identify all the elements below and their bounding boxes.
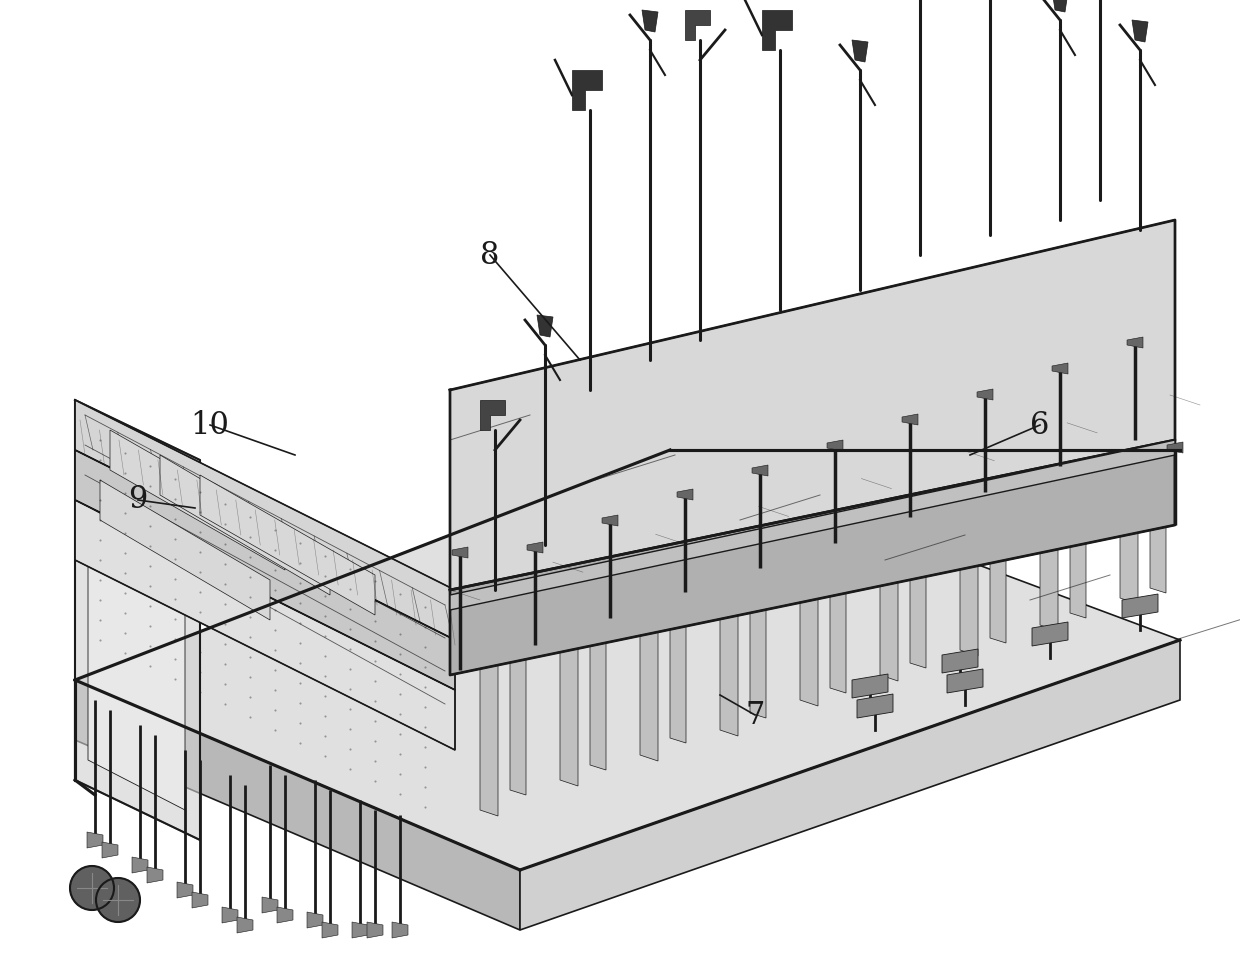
Polygon shape [684, 10, 711, 40]
Polygon shape [392, 922, 408, 938]
Polygon shape [100, 480, 270, 620]
Polygon shape [74, 450, 455, 690]
Polygon shape [74, 450, 1180, 870]
Polygon shape [852, 674, 888, 698]
Polygon shape [1040, 405, 1058, 631]
Polygon shape [520, 640, 1180, 930]
Polygon shape [308, 912, 322, 928]
Polygon shape [222, 907, 238, 923]
Polygon shape [352, 922, 368, 938]
Polygon shape [480, 400, 505, 430]
Polygon shape [642, 10, 658, 32]
Polygon shape [560, 560, 578, 786]
Polygon shape [510, 570, 526, 795]
Polygon shape [160, 455, 330, 595]
Polygon shape [1122, 594, 1158, 618]
Polygon shape [277, 907, 293, 923]
Polygon shape [177, 882, 193, 898]
Polygon shape [800, 480, 818, 706]
Polygon shape [74, 500, 455, 750]
Circle shape [69, 866, 114, 910]
Polygon shape [880, 455, 898, 681]
Polygon shape [830, 468, 846, 693]
Polygon shape [751, 465, 768, 476]
Polygon shape [237, 917, 253, 933]
Polygon shape [1070, 393, 1086, 618]
Polygon shape [1149, 368, 1166, 593]
Polygon shape [1120, 378, 1138, 604]
Polygon shape [110, 430, 285, 570]
Polygon shape [1127, 337, 1143, 348]
Polygon shape [74, 400, 455, 640]
Polygon shape [720, 510, 738, 736]
Polygon shape [590, 545, 606, 770]
Polygon shape [74, 680, 520, 930]
Polygon shape [200, 475, 374, 615]
Polygon shape [1052, 0, 1068, 12]
Polygon shape [87, 832, 103, 848]
Polygon shape [537, 315, 553, 337]
Polygon shape [1132, 20, 1148, 42]
Text: 6: 6 [1030, 409, 1050, 440]
Polygon shape [942, 649, 978, 673]
Polygon shape [131, 857, 148, 873]
Polygon shape [322, 922, 339, 938]
Polygon shape [947, 669, 983, 693]
Polygon shape [601, 515, 618, 526]
Polygon shape [102, 842, 118, 858]
Polygon shape [262, 897, 278, 913]
Polygon shape [852, 40, 868, 62]
Text: 9: 9 [129, 484, 148, 515]
Polygon shape [450, 440, 1176, 675]
Polygon shape [1167, 442, 1183, 453]
Polygon shape [453, 547, 467, 558]
Polygon shape [480, 590, 498, 816]
Polygon shape [450, 440, 1176, 610]
Polygon shape [74, 400, 200, 840]
Polygon shape [670, 518, 686, 743]
Polygon shape [192, 892, 208, 908]
Text: 8: 8 [480, 239, 500, 270]
Polygon shape [450, 220, 1176, 590]
Polygon shape [367, 922, 383, 938]
Polygon shape [88, 450, 185, 810]
Polygon shape [960, 430, 978, 656]
Polygon shape [527, 542, 543, 553]
Polygon shape [763, 10, 792, 50]
Polygon shape [1032, 622, 1068, 646]
Polygon shape [901, 414, 918, 425]
Polygon shape [827, 440, 843, 451]
Polygon shape [640, 535, 658, 761]
Polygon shape [1052, 363, 1068, 374]
Text: 10: 10 [191, 409, 229, 440]
Polygon shape [572, 70, 601, 110]
Polygon shape [148, 867, 162, 883]
Polygon shape [750, 493, 766, 718]
Polygon shape [677, 489, 693, 500]
Polygon shape [857, 694, 893, 718]
Polygon shape [977, 389, 993, 400]
Circle shape [95, 878, 140, 922]
Polygon shape [990, 418, 1006, 643]
Polygon shape [910, 443, 926, 668]
Text: 7: 7 [745, 700, 765, 731]
